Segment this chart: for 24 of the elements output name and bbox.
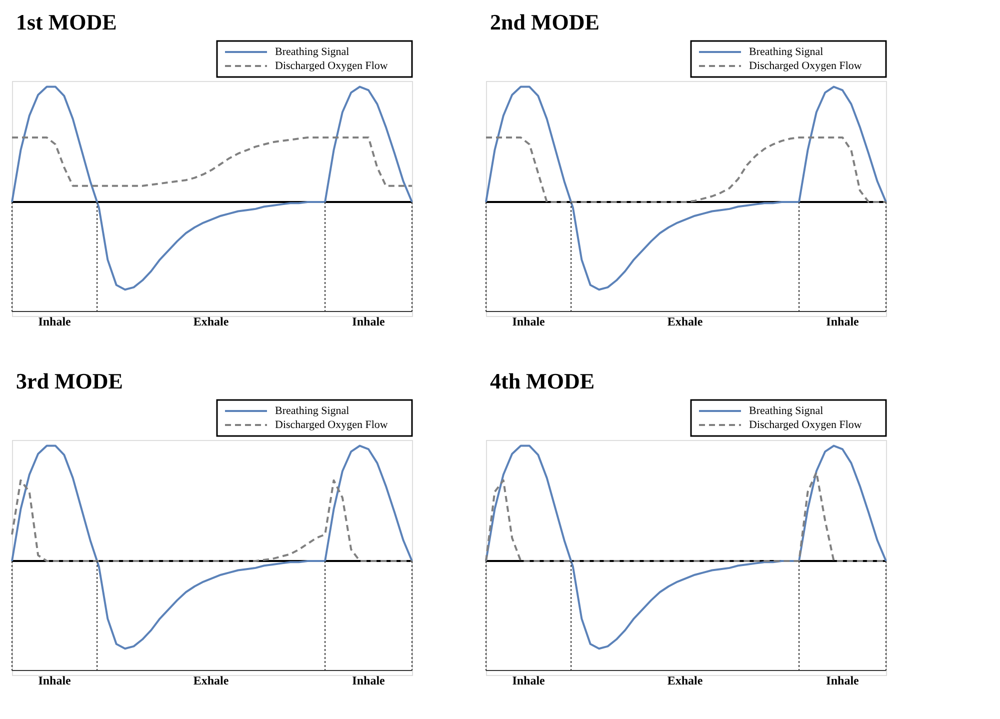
- legend-label: Discharged Oxygen Flow: [275, 60, 388, 72]
- legend-label: Breathing Signal: [749, 46, 824, 58]
- legend-label: Discharged Oxygen Flow: [749, 60, 862, 72]
- chart-title: 4th MODE: [490, 368, 594, 394]
- legend-label: Breathing Signal: [275, 405, 350, 417]
- text: Inhale: [38, 314, 72, 329]
- chart-title: 1st MODE: [16, 9, 117, 34]
- legend-label: Breathing Signal: [749, 405, 824, 417]
- text: Inhale: [512, 314, 546, 329]
- text: Exhale: [193, 674, 230, 688]
- text: Inhale: [352, 674, 386, 688]
- chart-title: 3rd MODE: [16, 368, 123, 394]
- text: Exhale: [193, 314, 230, 329]
- text: Exhale: [667, 674, 704, 688]
- legend-label: Discharged Oxygen Flow: [275, 419, 388, 431]
- text: Inhale: [352, 314, 386, 329]
- text: Inhale: [826, 314, 860, 329]
- text: Inhale: [826, 674, 860, 688]
- chart-title: 2nd MODE: [490, 9, 600, 34]
- legend-label: Discharged Oxygen Flow: [749, 419, 862, 431]
- legend-label: Breathing Signal: [275, 46, 350, 58]
- text: Inhale: [512, 674, 546, 688]
- text: Exhale: [667, 314, 704, 329]
- text: Inhale: [38, 674, 72, 688]
